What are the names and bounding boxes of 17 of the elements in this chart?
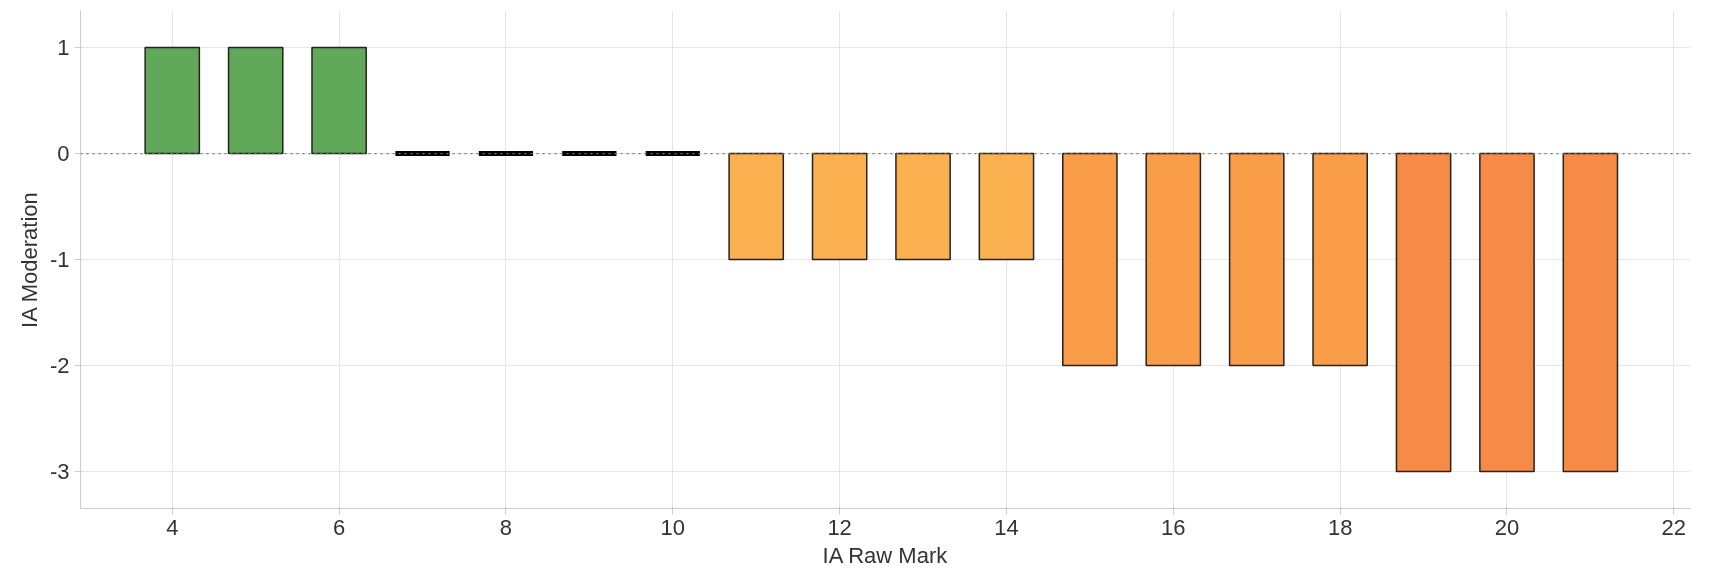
y-tick-label: 1 xyxy=(57,35,70,61)
x-tick-label: 6 xyxy=(332,514,346,540)
x-tick-label: 4 xyxy=(166,514,179,540)
y-tick-label: -3 xyxy=(49,458,70,484)
x-tick-label: 20 xyxy=(1494,514,1520,540)
y-tick-label: -2 xyxy=(49,352,70,378)
y-tick-label: 0 xyxy=(57,141,70,167)
x-tick-label: 10 xyxy=(660,514,686,540)
x-tick-label: 14 xyxy=(994,514,1019,540)
x-tick-label: 18 xyxy=(1327,514,1353,540)
x-axis-title: IA Raw Mark xyxy=(822,542,949,568)
x-tick-label: 8 xyxy=(499,514,513,540)
x-tick-label: 22 xyxy=(1661,514,1687,540)
x-tick-label: 12 xyxy=(827,514,852,540)
y-axis-title: IA Moderation xyxy=(16,192,42,328)
x-tick-label: 16 xyxy=(1161,514,1186,540)
y-tick-label: -1 xyxy=(49,247,70,272)
